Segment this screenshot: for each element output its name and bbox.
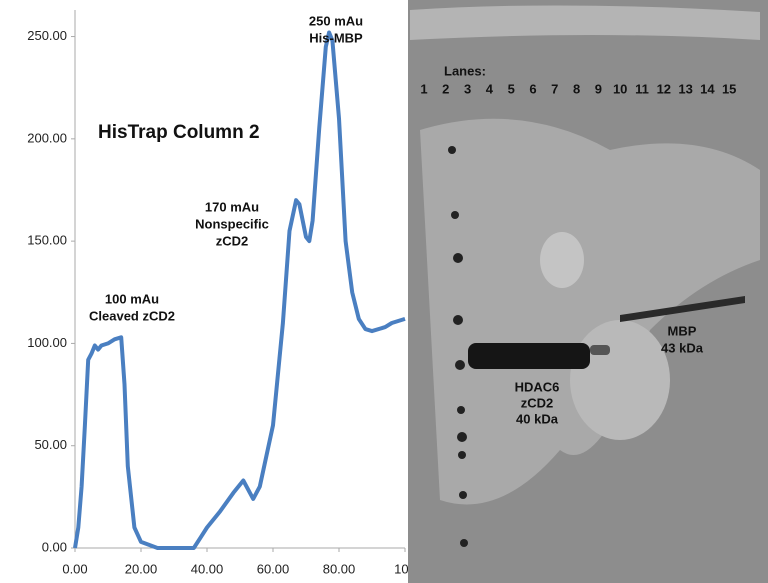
lane-number: 3	[464, 81, 471, 96]
lanes-label: Lanes:	[444, 63, 486, 78]
x-tick-label: 60.00	[257, 561, 290, 576]
annotation: Cleaved zCD2	[89, 308, 175, 323]
gel-spot	[540, 232, 584, 288]
data-line	[75, 33, 405, 549]
annotation: 170 mAu	[205, 199, 259, 214]
lane-number: 5	[508, 81, 515, 96]
band-label: 40 kDa	[516, 411, 559, 426]
band-label: zCD2	[521, 395, 554, 410]
lane-number: 1	[420, 81, 427, 96]
chromatogram: HisTrap Column 2 0.00 50.00 100.00 150.00 20…	[27, 10, 416, 576]
lane-number: 10	[613, 81, 627, 96]
figure: HisTrap Column 2 0.0050.00100.00150.0020…	[0, 0, 768, 583]
lane-number: 13	[678, 81, 692, 96]
gel-spot	[570, 320, 670, 440]
lane-number: 11	[635, 81, 649, 96]
y-tick-label: 100.00	[27, 335, 67, 350]
gel-band	[468, 343, 590, 369]
chart-title: HisTrap Column 2	[98, 122, 260, 143]
annotation: 100 mAu	[105, 291, 159, 306]
x-tick-label: 0.00	[62, 561, 87, 576]
lane-number: 2	[442, 81, 449, 96]
gel-wells	[410, 5, 760, 40]
lane-number: 4	[486, 81, 494, 96]
x-tick-label: 20.00	[125, 561, 158, 576]
lane-number: 8	[573, 81, 580, 96]
x-tick-label: 40.00	[191, 561, 224, 576]
x-tick-label: 80.00	[323, 561, 356, 576]
y-tick-label: 250.00	[27, 28, 67, 43]
annotation: Nonspecific	[195, 216, 269, 231]
lane-number: 9	[595, 81, 602, 96]
lane-number: 14	[700, 81, 715, 96]
band-label: 43 kDa	[661, 340, 704, 355]
y-tick-label: 200.00	[27, 130, 67, 145]
gel-band	[590, 345, 610, 355]
lane-number: 12	[657, 81, 671, 96]
y-tick-label: 150.00	[27, 233, 67, 248]
y-tick-label: 0.00	[42, 539, 67, 554]
lane-number: 7	[551, 81, 558, 96]
band-label: MBP	[668, 323, 697, 338]
lane-number: 6	[529, 81, 536, 96]
lane-number: 15	[722, 81, 736, 96]
annotation: His-MBP	[309, 30, 363, 45]
annotation: 250 mAu	[309, 13, 363, 28]
band-label: HDAC6	[515, 379, 560, 394]
annotation: zCD2	[216, 233, 249, 248]
y-tick-label: 50.00	[34, 437, 67, 452]
